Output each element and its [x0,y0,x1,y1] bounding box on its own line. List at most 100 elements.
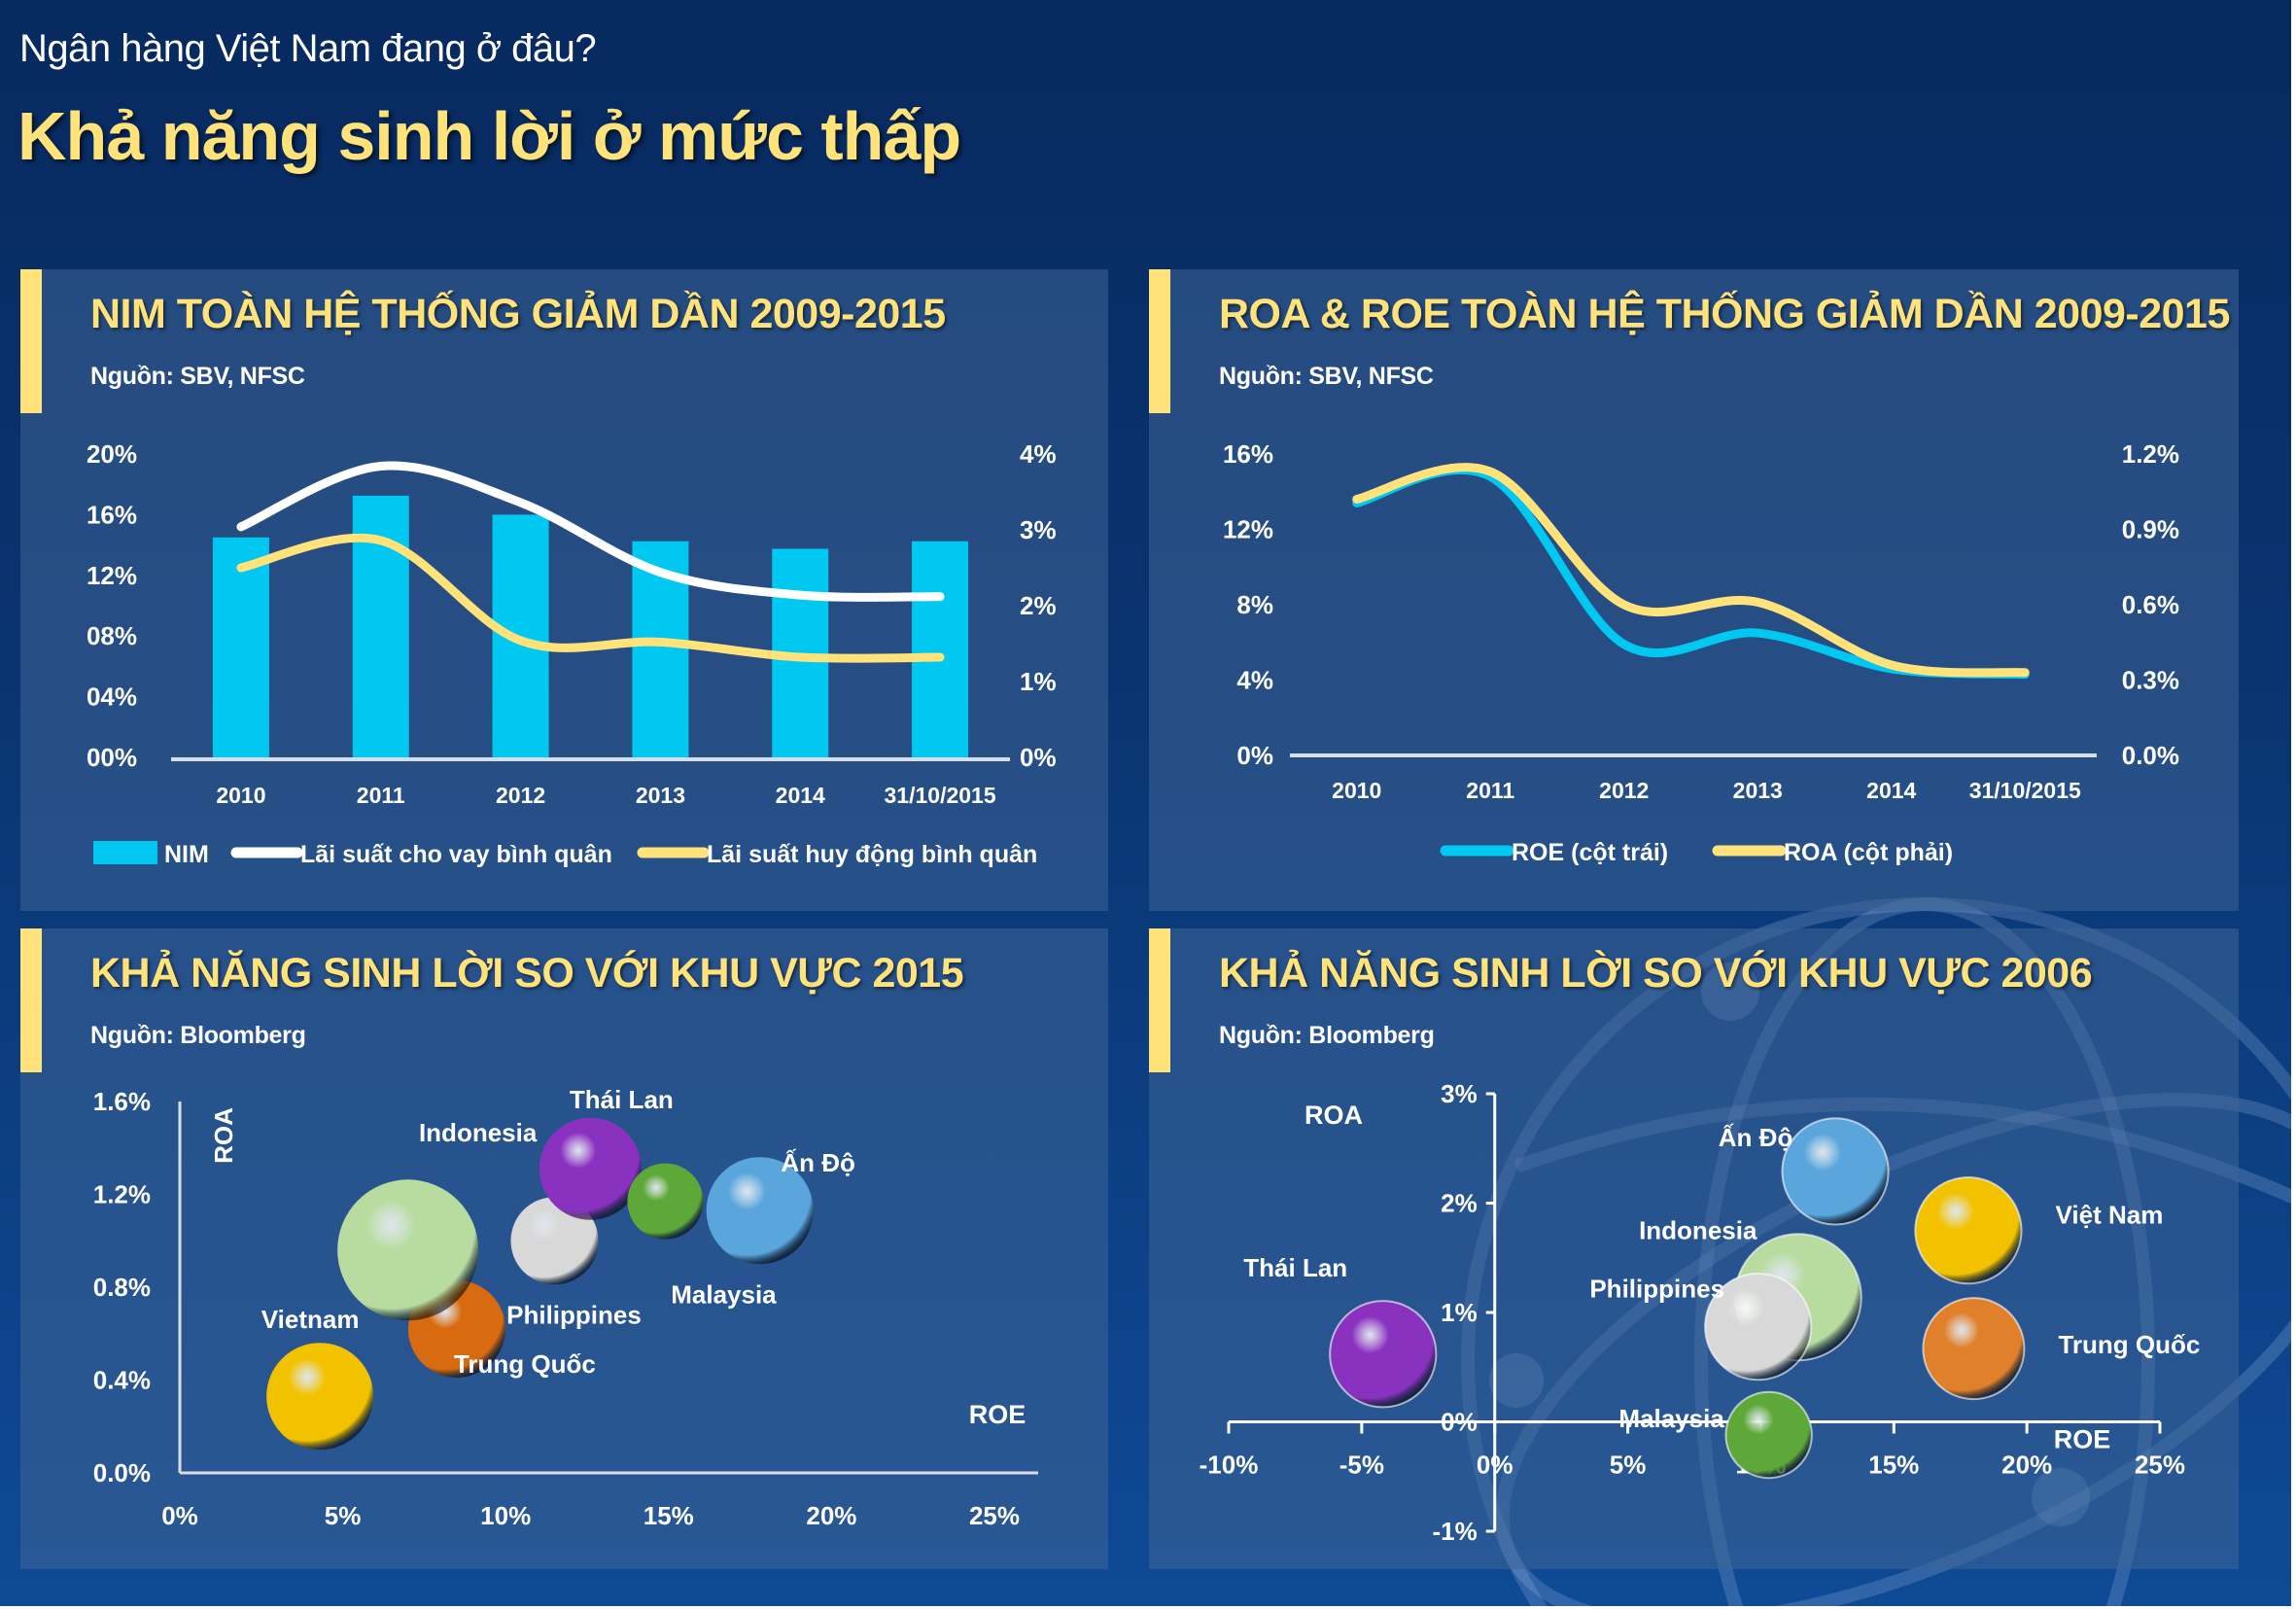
panel-source: Nguồn: Bloomberg [90,1022,306,1049]
y-axis-tick: 0.8% [93,1273,151,1302]
bubble-label: Ấn Độ [781,1148,855,1177]
x-axis-tick: 20% [2001,1451,2052,1480]
left-axis-tick: 00% [87,743,137,772]
bubble-label: Malaysia [1618,1404,1724,1433]
bubble [1914,1176,2023,1285]
x-axis-label: ROE [969,1400,1026,1429]
series-line [1352,463,2030,678]
page-subtitle: Ngân hàng Việt Nam đang ở đâu? [19,27,597,70]
bubble [1724,1390,1813,1480]
y-axis-tick: 0.4% [93,1366,151,1395]
x-axis-tick: 0% [1477,1451,1513,1480]
bubble-label: Indonesia [1639,1215,1757,1244]
right-axis-tick: 0% [1020,743,1057,772]
series-line [236,461,945,602]
x-axis-tick: 2010 [216,783,265,808]
bubble-label: Ấn Độ [1719,1123,1793,1152]
bubble-label: Việt Nam [2056,1201,2164,1230]
left-axis-tick: 12% [1223,515,1273,544]
x-axis-tick: 2012 [496,783,545,808]
x-axis-tick: 31/10/2015 [885,783,996,808]
legend-label: Lãi suất huy động bình quân [707,841,1037,868]
x-axis-tick: 2011 [1466,778,1514,803]
y-axis-tick: 1.6% [93,1087,151,1116]
right-axis-tick: 0.3% [2122,666,2179,695]
series-line [236,533,945,663]
left-axis-tick: 4% [1236,666,1273,695]
panel-title: NIM TOÀN HỆ THỐNG GIẢM DẦN 2009-2015 [90,291,946,337]
left-axis-tick: 08% [87,621,137,650]
bubble [627,1163,704,1240]
accent-bar [1149,928,1170,1072]
x-axis-tick: 20% [806,1501,856,1530]
y-axis-tick: 2% [1441,1189,1478,1218]
bubble [706,1157,814,1265]
accent-bar [20,269,42,413]
x-axis-tick: 10% [480,1501,531,1530]
x-axis-tick: 15% [1868,1451,1919,1480]
accent-bar [1149,269,1170,413]
bubble-label: Malaysia [671,1280,777,1310]
x-axis-tick: 5% [1610,1451,1647,1480]
bubble-label: Thái Lan [1243,1253,1347,1282]
y-axis-tick: 0.0% [93,1458,151,1487]
left-axis-tick: 20% [87,439,137,469]
right-axis-tick: 4% [1020,439,1057,469]
series-line [1352,465,2030,680]
x-axis-tick: 0% [161,1501,198,1530]
panel-title: KHẢ NĂNG SINH LỜI SO VỚI KHU VỰC 2006 [1219,950,2093,997]
bubble [539,1117,642,1220]
bubble [266,1343,374,1451]
nim-bar [912,541,969,757]
x-axis-tick: 2013 [636,783,685,808]
x-axis-tick: 2014 [1866,778,1916,803]
nim-chart: 00% 04% 08% 12% 16% 20% 0% 1% 2% 3% 4% 2010 2011 2012… [87,439,1057,868]
x-axis-tick: -5% [1339,1451,1384,1480]
bubble [1704,1273,1813,1382]
bubble-label: Trung Quốc [454,1349,596,1379]
y-axis-tick: 3% [1441,1079,1478,1108]
x-axis-tick: 2010 [1332,778,1381,803]
legend-label: Lãi suất cho vay bình quân [300,841,612,868]
right-axis-tick: 0.9% [2122,515,2179,544]
x-axis-tick: 5% [325,1501,362,1530]
panel-title: KHẢ NĂNG SINH LỜI SO VỚI KHU VỰC 2015 [90,950,964,997]
y-axis-tick: 1.2% [93,1180,151,1209]
x-axis-tick: 2014 [776,783,825,808]
bubble-label: Vietnam [261,1305,360,1334]
x-axis-tick: 2012 [1599,778,1649,803]
y-axis-tick: 0% [1441,1408,1478,1437]
x-axis-tick: -10% [1200,1451,1259,1480]
right-axis-tick: 3% [1020,515,1057,544]
y-axis-label: ROA [1305,1101,1363,1130]
bubble [1781,1117,1890,1226]
bubble-label: Trung Quốc [2058,1330,2200,1359]
x-axis-tick: 2013 [1733,778,1783,803]
x-axis-label: ROE [2054,1425,2111,1454]
bubble-label: Indonesia [419,1118,538,1147]
bubble [337,1179,479,1321]
y-axis-label: ROA [209,1107,238,1164]
bubble-label: Philippines [506,1300,642,1329]
bubble [510,1197,599,1285]
left-axis-tick: 16% [87,500,137,529]
bubble [1922,1297,2026,1401]
legend-label: ROE (cột trái) [1512,839,1668,866]
x-axis-tick: 31/10/2015 [1969,778,2081,803]
bubble-label: Philippines [1589,1275,1724,1304]
right-axis-tick: 1% [1020,667,1057,696]
accent-bar [20,928,42,1072]
bubble-label: Thái Lan [570,1085,674,1114]
bubble-chart-2015: 0.0% 0.4% 0.8% 1.2% 1.6% 0% 5% 10% 15% 20% 25% ROA R… [93,1085,1038,1530]
right-axis-tick: 0.6% [2122,590,2179,619]
legend-label: NIM [164,841,209,868]
right-axis-tick: 0.0% [2122,741,2179,770]
x-axis-tick: 25% [2135,1451,2185,1480]
left-axis-tick: 16% [1223,439,1273,469]
nim-bar [212,537,269,757]
y-axis-tick: -1% [1432,1517,1477,1546]
y-axis-tick: 1% [1441,1298,1478,1327]
panel-nim: NIM TOÀN HỆ THỐNG GIẢM DẦN 2009-2015 Ngu… [20,269,1108,911]
panel-source: Nguồn: SBV, NFSC [90,363,305,390]
